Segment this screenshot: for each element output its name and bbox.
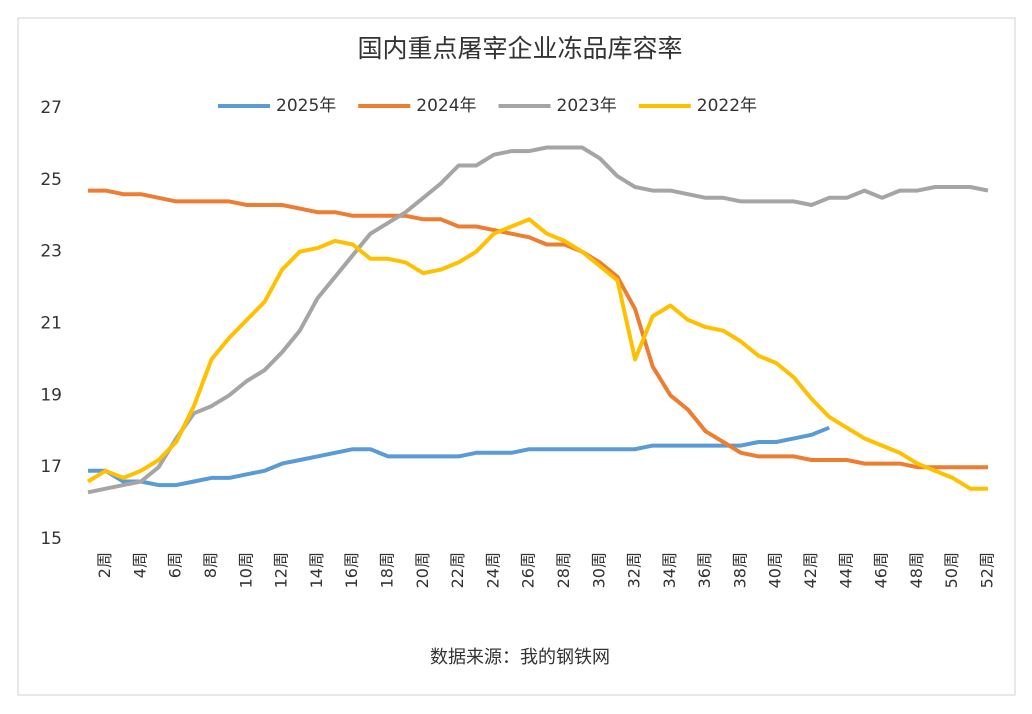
x-tick-label: 12周 [272,552,291,588]
series-line [88,188,988,470]
x-tick-label: 24周 [483,552,502,588]
series-line [88,425,830,488]
x-tick-label: 10周 [236,552,255,588]
x-tick-label: 36周 [695,552,714,588]
x-tick-label: 14周 [307,552,326,588]
legend-label: 2022年 [697,96,757,116]
x-tick-label: 52周 [978,552,997,588]
x-tick-label: 30周 [589,552,608,588]
x-tick-label: 48周 [907,552,926,588]
x-tick-label: 16周 [342,552,361,588]
x-tick-label: 4周 [130,552,149,578]
y-tick-label: 15 [40,529,62,549]
x-tick-label: 50周 [942,552,961,588]
legend-label: 2023年 [557,96,617,116]
x-tick-label: 40周 [766,552,785,588]
x-tick-label: 44周 [836,552,855,588]
series-line [86,217,988,491]
x-tick-label: 18周 [378,552,397,588]
chart-border [17,17,1016,696]
x-tick-label: 32周 [625,552,644,588]
y-tick-label: 25 [40,170,62,190]
x-tick-label: 46周 [872,552,891,588]
y-tick-label: 19 [40,385,62,405]
legend-label: 2024年 [416,96,476,116]
x-tick-label: 6周 [166,552,185,578]
x-tick-label: 20周 [413,552,432,588]
series-line [87,145,989,495]
x-tick-label: 22周 [448,552,467,588]
y-tick-label: 17 [40,457,62,477]
y-tick-label: 23 [40,242,62,262]
x-tick-label: 42周 [801,552,820,588]
x-tick-label: 38周 [730,552,749,588]
x-tick-label: 2周 [95,552,114,578]
y-tick-label: 27 [40,98,62,118]
y-tick-label: 21 [40,314,62,334]
source-note: 数据来源：我的钢铁网 [430,647,610,668]
x-tick-label: 28周 [554,552,573,588]
x-tick-label: 26周 [519,552,538,588]
chart-title: 国内重点屠宰企业冻品库容率 [357,34,682,63]
x-tick-label: 34周 [660,552,679,588]
x-tick-label: 8周 [201,552,220,578]
legend-label: 2025年 [276,96,336,116]
